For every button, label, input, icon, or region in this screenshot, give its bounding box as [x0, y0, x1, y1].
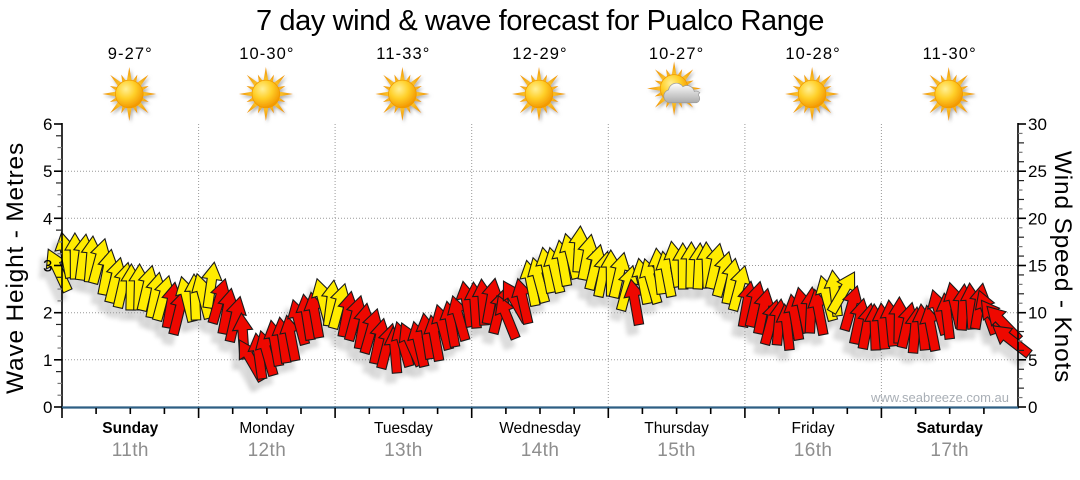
svg-text:Monday: Monday: [239, 420, 294, 437]
svg-text:Wednesday: Wednesday: [499, 420, 581, 437]
svg-text:12-29°: 12-29°: [512, 45, 567, 63]
svg-text:10-30°: 10-30°: [239, 45, 294, 63]
svg-text:10: 10: [1028, 304, 1047, 323]
svg-text:4: 4: [43, 209, 52, 228]
svg-text:11-33°: 11-33°: [376, 45, 430, 63]
svg-text:30: 30: [1028, 115, 1047, 134]
svg-text:6: 6: [43, 115, 52, 134]
svg-text:Saturday: Saturday: [917, 420, 984, 437]
svg-text:Wave Height - Metres: Wave Height - Metres: [2, 142, 29, 394]
svg-text:20: 20: [1028, 209, 1047, 228]
svg-text:12th: 12th: [248, 440, 287, 461]
svg-text:14th: 14th: [521, 440, 560, 461]
svg-text:Wind Speed - Knots: Wind Speed - Knots: [1049, 151, 1076, 383]
svg-text:13th: 13th: [384, 440, 423, 461]
svg-text:15th: 15th: [657, 440, 696, 461]
svg-text:15: 15: [1028, 257, 1047, 276]
svg-text:7 day wind & wave forecast for: 7 day wind & wave forecast for Pualco Ra…: [256, 5, 824, 37]
svg-text:11th: 11th: [112, 440, 149, 461]
svg-text:www.seabreeze.com.au: www.seabreeze.com.au: [870, 390, 1009, 405]
svg-text:2: 2: [43, 304, 52, 323]
svg-text:Thursday: Thursday: [644, 420, 709, 437]
svg-text:17th: 17th: [930, 440, 969, 461]
svg-text:16th: 16th: [794, 440, 833, 461]
svg-text:5: 5: [43, 162, 52, 181]
svg-text:Tuesday: Tuesday: [374, 420, 433, 437]
svg-text:0: 0: [1028, 398, 1037, 417]
svg-text:10-27°: 10-27°: [649, 45, 704, 63]
svg-text:1: 1: [43, 351, 52, 370]
svg-text:3: 3: [43, 257, 52, 276]
svg-text:11-30°: 11-30°: [923, 45, 977, 63]
svg-text:Sunday: Sunday: [102, 420, 158, 437]
svg-text:9-27°: 9-27°: [108, 45, 153, 63]
svg-text:Friday: Friday: [792, 420, 835, 437]
svg-text:25: 25: [1028, 162, 1047, 181]
svg-text:10-28°: 10-28°: [785, 45, 840, 63]
svg-text:0: 0: [43, 398, 52, 417]
svg-text:5: 5: [1028, 351, 1037, 370]
